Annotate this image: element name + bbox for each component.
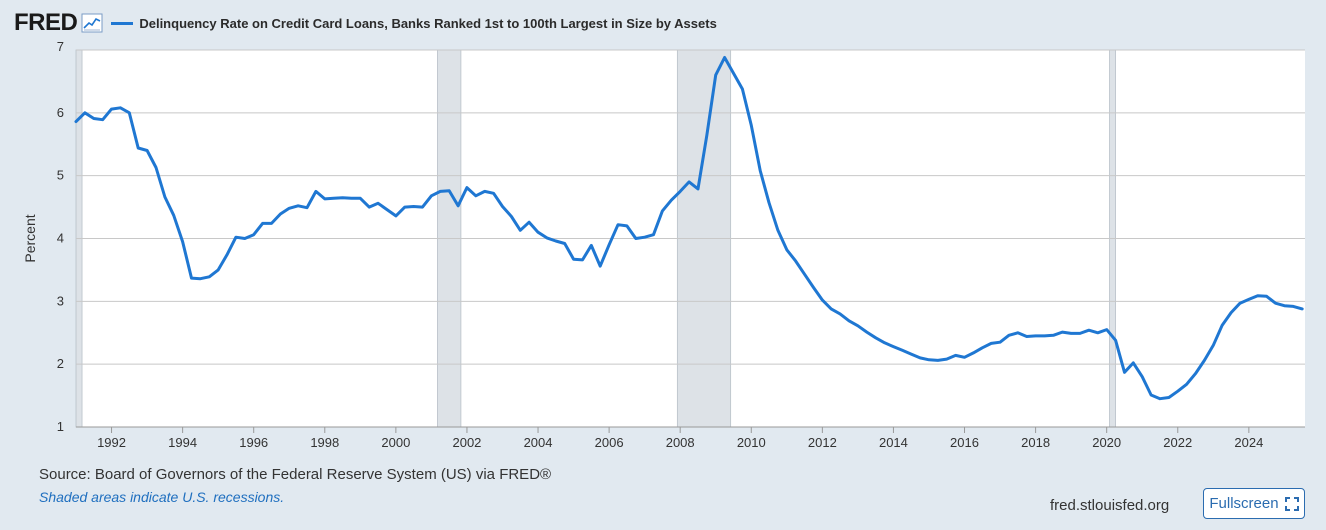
y-tick-label: 3 <box>57 293 64 308</box>
fullscreen-button[interactable]: Fullscreen <box>1203 488 1305 519</box>
x-tick-label: 2018 <box>1021 435 1050 450</box>
expand-icon <box>1284 496 1299 511</box>
y-tick-label: 5 <box>57 168 64 183</box>
x-tick-label: 2002 <box>452 435 481 450</box>
x-tick-label: 2012 <box>808 435 837 450</box>
x-tick-label: 2016 <box>950 435 979 450</box>
x-tick-label: 1998 <box>310 435 339 450</box>
x-tick-label: 1994 <box>168 435 197 450</box>
site-link[interactable]: fred.stlouisfed.org <box>1050 497 1170 514</box>
x-tick-label: 2006 <box>595 435 624 450</box>
x-tick-label: 1992 <box>97 435 126 450</box>
y-tick-label: 6 <box>57 105 64 120</box>
x-tick-label: 2020 <box>1092 435 1121 450</box>
x-tick-label: 2014 <box>879 435 908 450</box>
x-tick-label: 2010 <box>737 435 766 450</box>
x-tick-label: 2000 <box>381 435 410 450</box>
fred-logo[interactable]: FRED <box>14 9 78 36</box>
series-title: Delinquency Rate on Credit Card Loans, B… <box>139 15 717 31</box>
y-tick-label: 7 <box>57 39 64 54</box>
y-tick-label: 2 <box>57 356 64 371</box>
recession-note: Shaded areas indicate U.S. recessions. <box>39 489 285 505</box>
x-tick-label: 2008 <box>666 435 695 450</box>
x-tick-label: 1996 <box>239 435 268 450</box>
series-line <box>74 56 1304 401</box>
trend-chart-icon <box>81 13 103 33</box>
y-tick-label: 4 <box>57 231 64 246</box>
y-tick-label: 1 <box>57 419 64 434</box>
source-note: Source: Board of Governors of the Federa… <box>39 466 552 483</box>
x-tick-label: 2024 <box>1234 435 1263 450</box>
y-axis-label: Percent <box>22 214 38 262</box>
fullscreen-label: Fullscreen <box>1209 495 1279 512</box>
chart-header: FRED Delinquency Rate on Credit Card Loa… <box>14 8 717 38</box>
x-tick-label: 2004 <box>524 435 553 450</box>
x-tick-label: 2022 <box>1163 435 1192 450</box>
legend-swatch <box>111 21 134 25</box>
